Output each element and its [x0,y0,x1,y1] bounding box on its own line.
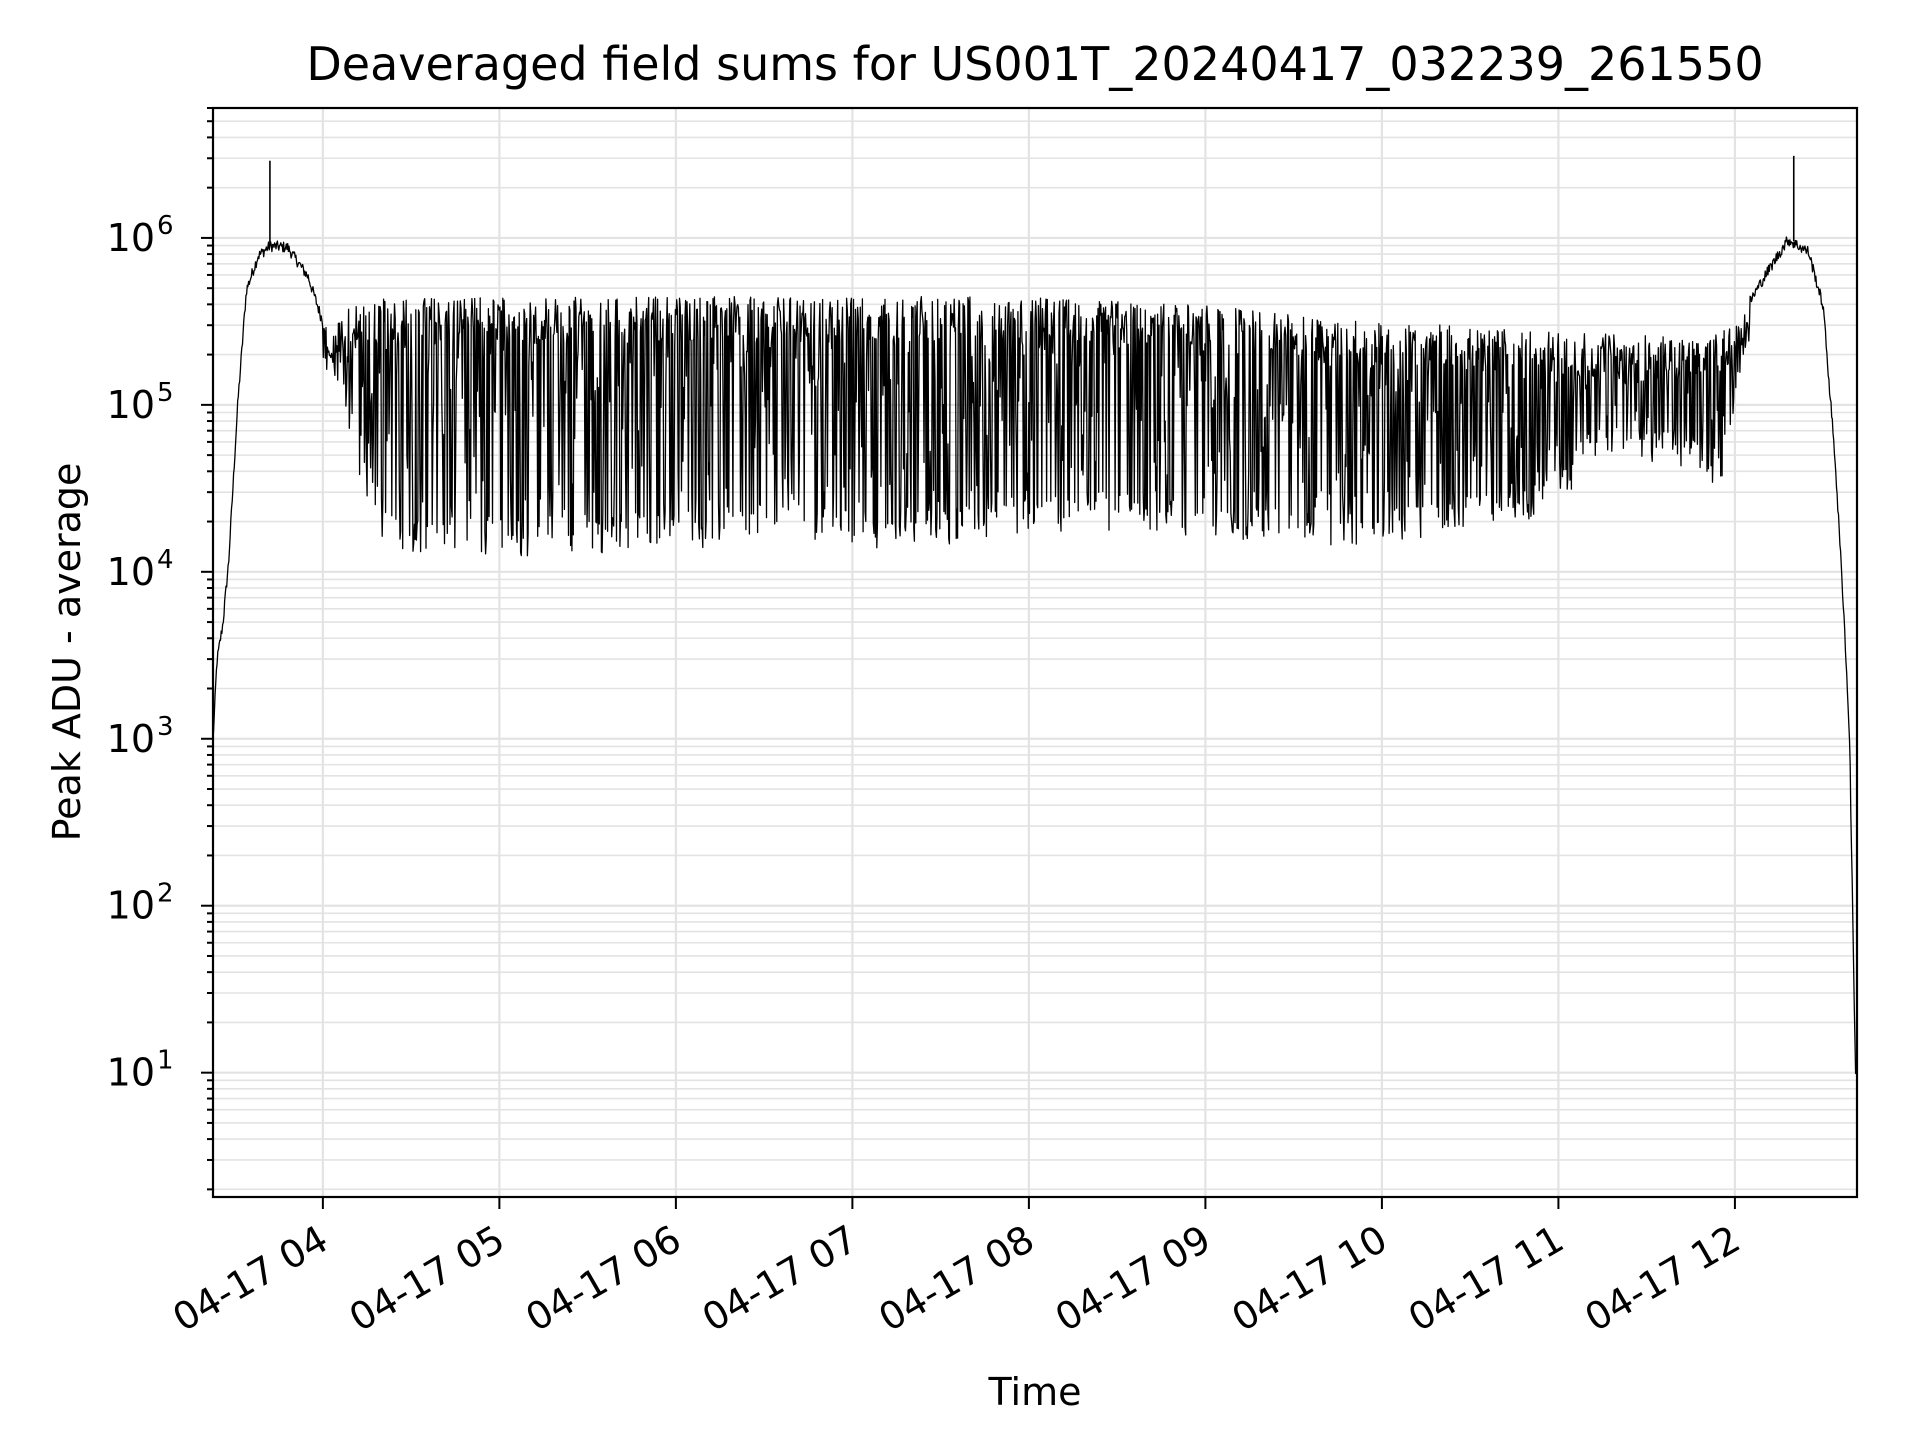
y-tick-label-exponent: 5 [157,378,174,408]
y-tick-label: 10 [107,1051,155,1095]
plot-frame [211,106,1859,1199]
y-axis-label: Peak ADU - average [45,463,89,842]
data-series [212,155,1858,1080]
y-tick-label-exponent: 2 [157,879,174,909]
y-tick-label: 10 [107,717,155,761]
chart-title: Deaveraged field sums for US001T_2024041… [306,37,1763,91]
y-tick-label-exponent: 6 [157,211,174,241]
x-axis-label: Time [988,1370,1082,1414]
grid-lines [213,107,1857,1197]
y-tick-label-exponent: 1 [157,1046,174,1076]
y-tick-label-exponent: 3 [157,712,174,742]
y-tick-label: 10 [107,550,155,594]
y-tick-label: 10 [107,884,155,928]
y-tick-label-exponent: 4 [157,545,174,575]
y-tick-label: 10 [107,383,155,427]
data-line [212,236,1858,1080]
y-tick-label: 10 [107,216,155,260]
